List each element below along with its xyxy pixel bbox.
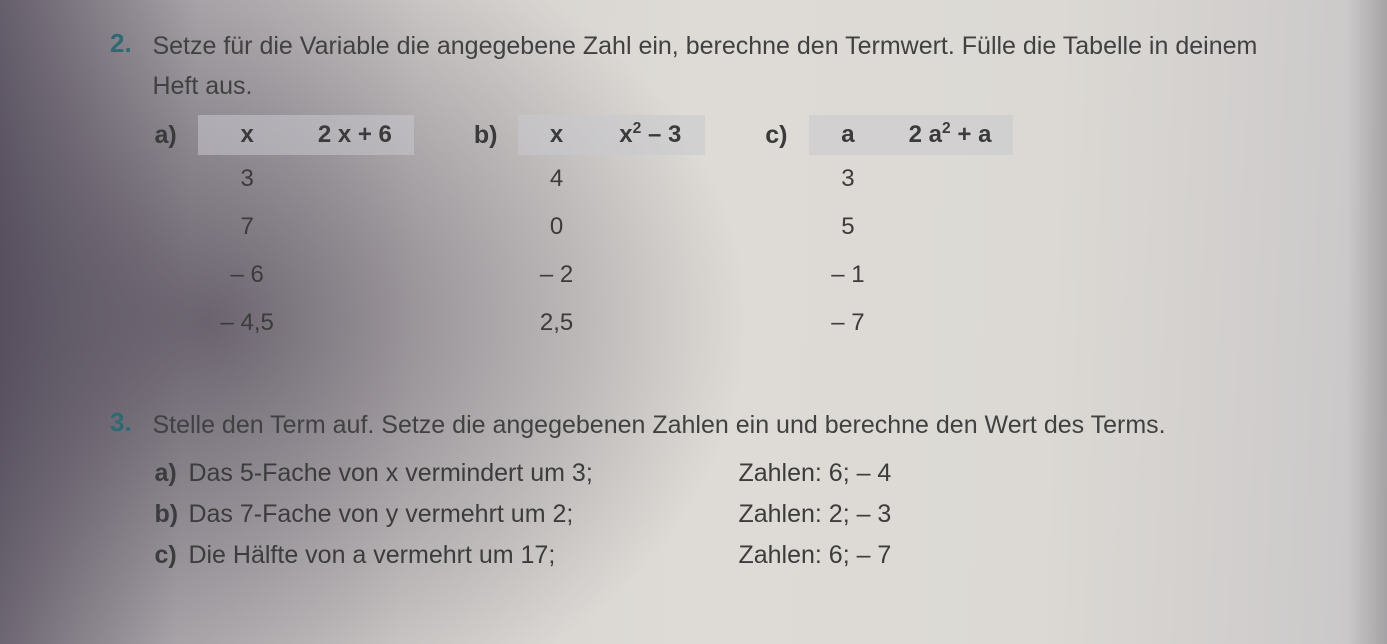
part-a-result-blank xyxy=(296,203,414,251)
part-b-value: – 2 xyxy=(518,251,595,299)
part-a-result-blank xyxy=(296,251,414,299)
part-c-value: 5 xyxy=(809,203,886,251)
subpart-b-label: b) xyxy=(154,494,188,535)
part-c-value: – 7 xyxy=(809,299,886,347)
part-a-table: x 2 x + 6 3 7 – 6 – 4,5 xyxy=(198,115,413,347)
part-b-value: 4 xyxy=(518,155,595,203)
exercise-3-instruction: Stelle den Term auf. Setze die angegeben… xyxy=(152,407,1335,443)
part-a-value: – 4,5 xyxy=(198,299,295,347)
part-c-result-blank xyxy=(887,203,1014,251)
part-c-label: c) xyxy=(765,115,791,150)
part-b-value: 0 xyxy=(518,203,595,251)
subpart-c: c) Die Hälfte von a vermehrt um 17; Zahl… xyxy=(154,535,1335,576)
part-b-result-blank xyxy=(595,203,705,251)
exercise-2-instruction-line1: Setze für die Variable die angegebene Za… xyxy=(152,28,1335,64)
subpart-b-desc: Das 7-Fache von y vermehrt um 2; xyxy=(188,494,708,535)
part-a-result-blank xyxy=(296,155,414,203)
exercise-number: 3. xyxy=(110,407,148,438)
subpart-c-label: c) xyxy=(154,535,188,576)
subpart-c-nums: Zahlen: 6; – 7 xyxy=(708,535,1335,576)
part-b-result-blank xyxy=(595,299,705,347)
subpart-b: b) Das 7-Fache von y vermehrt um 2; Zahl… xyxy=(154,494,1335,535)
exercise-2-instruction-line2: Heft aus. xyxy=(152,68,1335,104)
part-b-table: x x2 – 3 4 0 – 2 2,5 xyxy=(518,115,705,347)
page-content: 2. Setze für die Variable die angegebene… xyxy=(0,0,1387,644)
subpart-b-nums: Zahlen: 2; – 3 xyxy=(708,494,1335,535)
part-a-value: – 6 xyxy=(198,251,295,299)
exercise-2: 2. Setze für die Variable die angegebene… xyxy=(110,28,1337,347)
part-b-label: b) xyxy=(474,115,500,150)
part-b-value: 2,5 xyxy=(518,299,595,347)
part-c: c) a 2 a2 + a 3 5 – 1 – 7 xyxy=(765,115,1013,347)
part-c-value: 3 xyxy=(809,155,886,203)
subpart-a-nums: Zahlen: 6; – 4 xyxy=(708,453,1335,494)
part-b-term-header: x2 – 3 xyxy=(595,115,705,155)
part-a-value: 3 xyxy=(198,155,295,203)
part-a-value: 7 xyxy=(198,203,295,251)
exercise-3: 3. Stelle den Term auf. Setze die angege… xyxy=(110,407,1337,577)
subpart-a: a) Das 5-Fache von x vermindert um 3; Za… xyxy=(154,453,1335,494)
subpart-a-label: a) xyxy=(154,453,188,494)
part-c-result-blank xyxy=(887,155,1014,203)
exercise-2-tables: a) x 2 x + 6 3 7 – 6 – 4,5 b) xyxy=(154,115,1335,347)
part-c-var-header: a xyxy=(809,115,886,155)
part-b: b) x x2 – 3 4 0 – 2 2,5 xyxy=(474,115,705,347)
part-c-term-header: 2 a2 + a xyxy=(887,115,1014,155)
exercise-3-subparts: a) Das 5-Fache von x vermindert um 3; Za… xyxy=(154,453,1335,577)
subpart-c-desc: Die Hälfte von a vermehrt um 17; xyxy=(188,535,708,576)
part-b-result-blank xyxy=(595,155,705,203)
part-a: a) x 2 x + 6 3 7 – 6 – 4,5 xyxy=(154,115,413,347)
part-c-result-blank xyxy=(887,299,1014,347)
part-a-term-header: 2 x + 6 xyxy=(296,115,414,155)
part-a-label: a) xyxy=(154,115,180,150)
part-c-result-blank xyxy=(887,251,1014,299)
part-b-result-blank xyxy=(595,251,705,299)
part-c-value: – 1 xyxy=(809,251,886,299)
part-a-var-header: x xyxy=(198,115,295,155)
part-a-result-blank xyxy=(296,299,414,347)
part-c-table: a 2 a2 + a 3 5 – 1 – 7 xyxy=(809,115,1013,347)
exercise-number: 2. xyxy=(110,28,148,59)
part-b-var-header: x xyxy=(518,115,595,155)
subpart-a-desc: Das 5-Fache von x vermindert um 3; xyxy=(188,453,708,494)
